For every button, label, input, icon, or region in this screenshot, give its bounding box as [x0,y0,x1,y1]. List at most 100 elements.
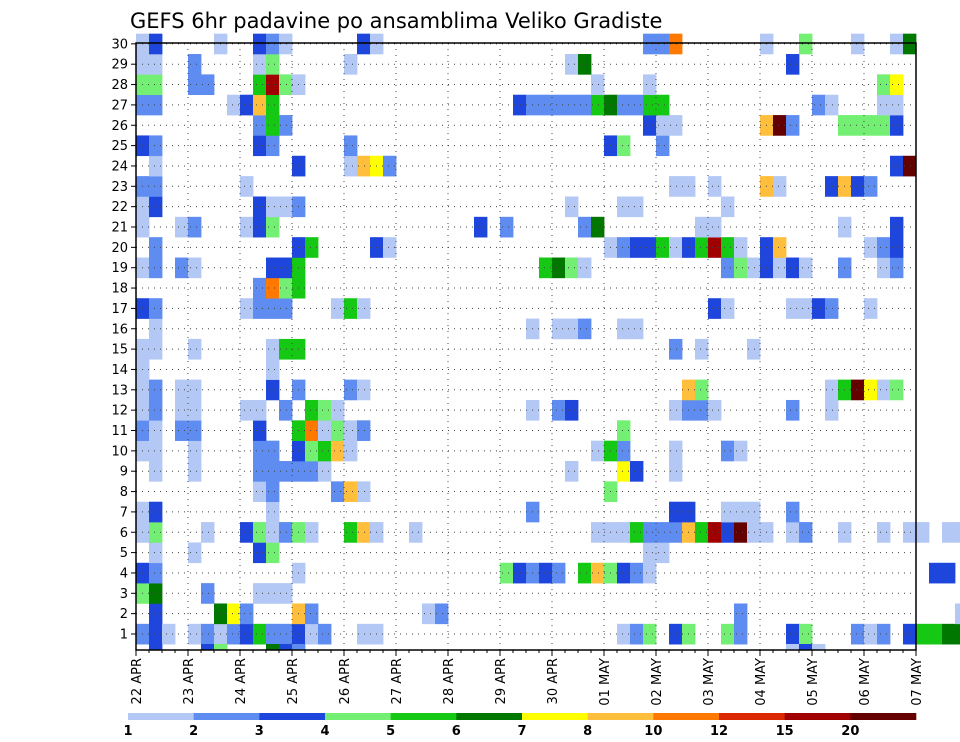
heatmap-cell [630,318,644,340]
legend-swatch [390,713,457,720]
heatmap-cell [266,522,280,543]
y-tick-label: 30 [111,37,128,52]
heatmap-cell [149,542,163,564]
heatmap-cell [799,522,813,543]
heatmap-cell [877,257,891,279]
heatmap-cell [266,115,280,136]
heatmap-cell [149,94,163,116]
y-tick-label: 28 [111,78,128,93]
heatmap-cell [669,461,683,482]
y-tick-label: 19 [111,261,128,276]
legend-label: 12 [710,724,728,739]
legend-swatch [259,713,326,720]
heatmap-cell [318,623,332,645]
heatmap-cell [903,155,917,177]
heatmap-cell [279,338,293,360]
heatmap-cell [565,94,579,116]
y-tick-label: 7 [120,505,128,520]
heatmap-cell [318,420,332,441]
x-tick-label: 25 APR [286,658,301,704]
legend-label: 10 [644,724,662,739]
heatmap-cell [643,33,657,55]
heatmap-cell [669,623,683,645]
heatmap-cell [877,379,891,401]
heatmap-cell [240,603,254,625]
heatmap-cell [669,176,683,197]
y-tick-label: 25 [111,139,128,154]
legend-label: 1 [123,724,132,739]
heatmap-cell [253,440,267,462]
heatmap-cell [786,115,800,136]
heatmap-cell [188,338,202,360]
heatmap-cell [266,481,280,503]
heatmap-cell [149,399,163,421]
heatmap-cell [565,257,579,279]
x-tick-label: 29 APR [494,658,509,704]
heatmap-cell [227,603,241,625]
x-tick-label: 23 APR [182,658,197,704]
heatmap-cell [643,623,657,645]
heatmap-cell [799,257,813,279]
heatmap-cell [188,257,202,279]
heatmap-cell [188,420,202,441]
heatmap-cell [266,257,280,279]
x-tick-label: 27 APR [390,658,405,704]
heatmap-cell [669,338,683,360]
heatmap-cell [344,440,358,462]
heatmap-cell [890,237,904,258]
heatmap-cell [565,54,579,75]
y-tick-label: 6 [120,526,128,541]
heatmap-cell [773,176,787,197]
heatmap-cell [929,623,943,645]
heatmap-cell [331,481,345,503]
heatmap-cell [253,216,267,238]
heatmap-cell [175,420,189,441]
heatmap-cell [279,461,293,482]
heatmap-cell [279,257,293,279]
heatmap-cell [175,379,189,401]
heatmap-cell [825,94,839,116]
heatmap-cell [539,562,553,584]
heatmap-cell [851,115,865,136]
heatmap-cell [383,237,397,258]
heatmap-cell [656,237,670,258]
heatmap-cell [344,481,358,503]
heatmap-cell [643,115,657,136]
heatmap-cell [305,420,319,441]
heatmap-cell [734,440,748,462]
y-tick-label: 4 [120,566,128,581]
heatmap-cell [747,522,761,543]
heatmap-cell [149,54,163,75]
heatmap-cell [773,115,787,136]
heatmap-cell [318,440,332,462]
heatmap-cell [149,461,163,482]
x-tick-label: 05 MAY [806,658,821,706]
heatmap-cell [305,440,319,462]
y-tick-label: 1 [120,628,128,643]
heatmap-cell [279,298,293,319]
heatmap-cell [825,379,839,401]
heatmap-cell [656,542,670,564]
x-axis: 22 APR 23 APR 24 APR 25 APR 26 APR 27 APR 28 A… [130,650,925,706]
heatmap-cell [149,644,163,651]
heatmap-cell [266,277,280,299]
heatmap-cell [695,399,709,421]
heatmap-cell [266,94,280,116]
heatmap-cell [617,420,631,441]
heatmap-cell [344,420,358,441]
heatmap-cell [435,603,449,625]
heatmap-cell [188,623,202,645]
heatmap-cell [149,379,163,401]
heatmap-cell [357,481,371,503]
heatmap-cell [149,603,163,625]
heatmap-cell [617,440,631,462]
legend-swatch [587,713,654,720]
heatmap-cell [825,176,839,197]
heatmap-cell [253,196,267,218]
heatmap-cell [266,542,280,564]
heatmap-cell [266,379,280,401]
heatmap-cell [500,216,514,238]
heatmap-cell [721,440,735,462]
heatmap-cell [591,94,605,116]
y-tick-label: 13 [111,383,128,398]
